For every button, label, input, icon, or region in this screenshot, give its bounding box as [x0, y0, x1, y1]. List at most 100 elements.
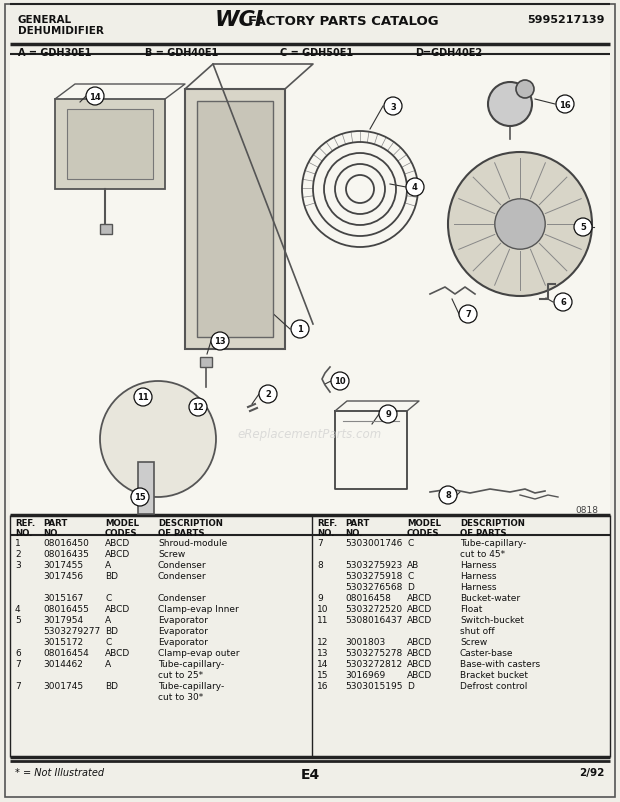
Circle shape: [448, 153, 592, 297]
Text: 0818: 0818: [575, 505, 598, 514]
Text: 3016969: 3016969: [345, 670, 385, 679]
Text: 5303015195: 5303015195: [345, 681, 402, 691]
Bar: [10, 55, 610, 514]
Text: C: C: [407, 538, 414, 547]
Text: 3001803: 3001803: [345, 638, 385, 646]
Text: 3001745: 3001745: [43, 681, 83, 691]
Text: DESCRIPTION
OF PARTS: DESCRIPTION OF PARTS: [158, 518, 223, 537]
Text: Condenser: Condenser: [158, 571, 206, 581]
Text: ABCD: ABCD: [407, 615, 432, 624]
Text: DESCRIPTION
OF PARTS: DESCRIPTION OF PARTS: [460, 518, 525, 537]
Text: 9: 9: [385, 410, 391, 419]
Text: 13: 13: [214, 337, 226, 346]
Text: A: A: [105, 659, 111, 668]
Text: 2/92: 2/92: [580, 767, 605, 777]
Text: 5303272812: 5303272812: [345, 659, 402, 668]
Text: MODEL
CODES: MODEL CODES: [407, 518, 441, 537]
Circle shape: [86, 88, 104, 106]
Circle shape: [134, 388, 152, 407]
Text: PART
NO.: PART NO.: [43, 518, 68, 537]
Circle shape: [189, 399, 207, 416]
Text: GENERAL: GENERAL: [18, 15, 72, 25]
Text: PART
NO.: PART NO.: [345, 518, 370, 537]
Circle shape: [439, 486, 457, 504]
Text: shut off: shut off: [460, 626, 495, 635]
Text: 3015167: 3015167: [43, 593, 83, 602]
Text: WCI: WCI: [215, 10, 264, 30]
Text: 14: 14: [89, 92, 101, 101]
Bar: [100, 225, 112, 235]
Text: 1: 1: [15, 538, 20, 547]
Text: BD: BD: [105, 681, 118, 691]
Text: 16: 16: [559, 100, 571, 109]
Text: 5303279277: 5303279277: [43, 626, 100, 635]
Bar: [200, 358, 212, 367]
Circle shape: [211, 333, 229, 350]
Text: 13: 13: [317, 648, 329, 657]
Bar: [197, 102, 273, 338]
Text: 7: 7: [15, 681, 20, 691]
Text: * = Not Illustrated: * = Not Illustrated: [15, 767, 104, 777]
Circle shape: [131, 488, 149, 506]
Text: cut to 25*: cut to 25*: [158, 670, 203, 679]
Text: 3014462: 3014462: [43, 659, 83, 668]
Bar: [138, 463, 154, 514]
Text: B = GDH40E1: B = GDH40E1: [145, 48, 218, 58]
Text: DEHUMIDIFIER: DEHUMIDIFIER: [18, 26, 104, 36]
Text: ABCD: ABCD: [105, 648, 130, 657]
Text: 5: 5: [15, 615, 20, 624]
Text: Tube-capillary-: Tube-capillary-: [460, 538, 526, 547]
Text: 15: 15: [317, 670, 329, 679]
Text: 5: 5: [580, 223, 586, 233]
Text: ABCD: ABCD: [407, 593, 432, 602]
Text: ABCD: ABCD: [407, 604, 432, 614]
Text: D=GDH40E2: D=GDH40E2: [415, 48, 482, 58]
Text: 2: 2: [15, 549, 20, 558]
Text: 3: 3: [390, 103, 396, 111]
Text: 5308016437: 5308016437: [345, 615, 402, 624]
Text: A: A: [105, 615, 111, 624]
Text: REF.
NO.: REF. NO.: [317, 518, 337, 537]
Text: 08016435: 08016435: [43, 549, 89, 558]
Text: MODEL
CODES: MODEL CODES: [105, 518, 139, 537]
Circle shape: [556, 96, 574, 114]
Text: A = GDH30E1: A = GDH30E1: [18, 48, 91, 58]
Text: 3: 3: [15, 561, 20, 569]
Text: 2: 2: [265, 390, 271, 399]
Circle shape: [574, 219, 592, 237]
Text: 08016455: 08016455: [43, 604, 89, 614]
Text: Harness: Harness: [460, 582, 497, 591]
Text: 15: 15: [134, 493, 146, 502]
Text: 6: 6: [15, 648, 20, 657]
Text: D: D: [407, 582, 414, 591]
Text: cut to 45*: cut to 45*: [460, 549, 505, 558]
Text: ABCD: ABCD: [407, 648, 432, 657]
Text: ABCD: ABCD: [407, 659, 432, 668]
Text: 3017455: 3017455: [43, 561, 83, 569]
Text: 4: 4: [15, 604, 20, 614]
Text: ABCD: ABCD: [105, 538, 130, 547]
Circle shape: [331, 373, 349, 391]
Text: 8: 8: [445, 491, 451, 500]
Text: 7: 7: [317, 538, 323, 547]
Text: C: C: [407, 571, 414, 581]
Circle shape: [259, 386, 277, 403]
Text: ABCD: ABCD: [407, 638, 432, 646]
Circle shape: [516, 81, 534, 99]
Text: ABCD: ABCD: [105, 549, 130, 558]
Text: 5303272520: 5303272520: [345, 604, 402, 614]
Text: 10: 10: [334, 377, 346, 386]
Text: Tube-capillary-: Tube-capillary-: [158, 659, 224, 668]
Circle shape: [100, 382, 216, 497]
Text: Harness: Harness: [460, 571, 497, 581]
Text: 4: 4: [412, 184, 418, 192]
Text: cut to 30*: cut to 30*: [158, 692, 203, 701]
Text: 5303275918: 5303275918: [345, 571, 402, 581]
Circle shape: [406, 179, 424, 196]
Text: 5995217139: 5995217139: [528, 15, 605, 25]
Bar: [55, 100, 165, 190]
Text: 14: 14: [317, 659, 329, 668]
Text: Condenser: Condenser: [158, 593, 206, 602]
Text: C = GDH50E1: C = GDH50E1: [280, 48, 353, 58]
Text: Condenser: Condenser: [158, 561, 206, 569]
